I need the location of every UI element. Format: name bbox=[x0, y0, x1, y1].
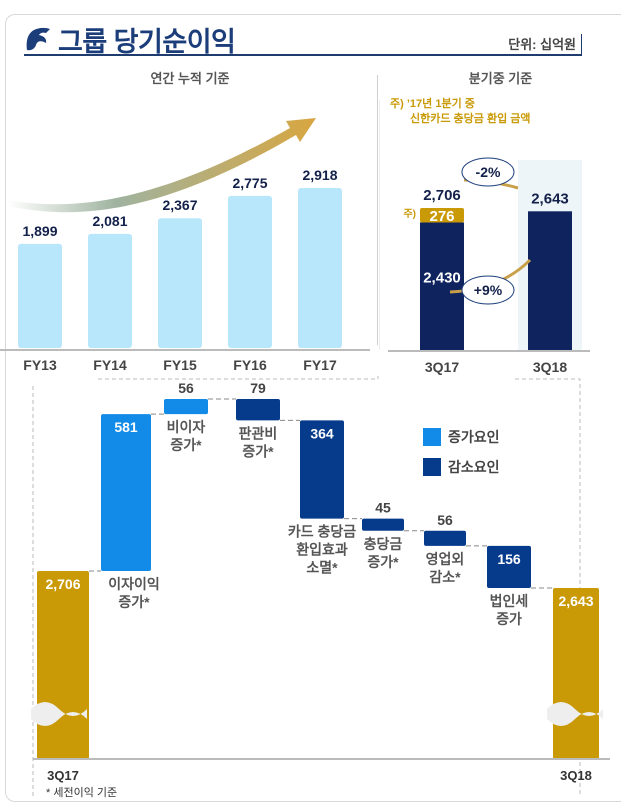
waterfall-step-label: 판관비 bbox=[239, 425, 278, 441]
annual-value-label: 2,918 bbox=[302, 167, 337, 183]
annual-value-label: 2,367 bbox=[162, 197, 197, 213]
waterfall-step-label: 충당금 bbox=[364, 536, 403, 552]
legend-label: 감소요인 bbox=[448, 459, 500, 475]
note-marker: 주) bbox=[403, 208, 416, 220]
waterfall-step-label: 증가 bbox=[496, 611, 522, 627]
annual-tick-label: FY15 bbox=[163, 357, 197, 373]
panel-card bbox=[5, 14, 621, 802]
waterfall-value-label: 79 bbox=[250, 380, 266, 396]
quarterly-chart-title: 분기중 기준 bbox=[468, 71, 533, 86]
waterfall-step-label: 카드 충당금 bbox=[288, 524, 356, 540]
annual-chart-title: 연간 누적 기준 bbox=[150, 71, 230, 86]
waterfall-bar-3 bbox=[236, 399, 280, 421]
annual-chart: 1,899 FY13 2,081 FY14 2,367 FY15 2,775 FY16 2,91… bbox=[0, 100, 380, 373]
unit-label: 단위: 십억원 bbox=[508, 37, 576, 52]
change-label: +9% bbox=[474, 282, 503, 298]
waterfall-bar-7 bbox=[487, 545, 531, 589]
waterfall-step-label: 영업외 bbox=[426, 551, 465, 567]
waterfall-value-label: 364 bbox=[310, 425, 334, 441]
quarterly-tick-label: 3Q17 bbox=[425, 359, 459, 375]
legend-label: 증가요인 bbox=[448, 429, 500, 445]
axis-break-icon bbox=[31, 702, 87, 726]
annual-tick-label: FY17 bbox=[303, 357, 337, 373]
unit-divider bbox=[581, 34, 582, 54]
page-title: 그룹 당기순이익 bbox=[58, 27, 236, 57]
quarterly-note: 주) ’17년 1분기 중 신한카드 충당금 환입 금액 bbox=[390, 97, 531, 127]
base-value-label: 2,430 bbox=[423, 269, 461, 286]
waterfall-chart: 2,7063Q17581이자이익증가*56비이자증가*79판관비증가*364카드… bbox=[31, 376, 610, 796]
waterfall-bar-6 bbox=[424, 530, 466, 546]
waterfall-step-label: 증가* bbox=[118, 594, 150, 610]
change-bubble bbox=[461, 275, 515, 305]
annual-tick-label: FY16 bbox=[233, 357, 267, 373]
annual-bar-FY17 bbox=[298, 188, 342, 348]
note-line2: 신한카드 충당금 환입 금액 bbox=[410, 113, 531, 125]
annual-bar-FY14 bbox=[88, 233, 132, 348]
waterfall-value-label: 156 bbox=[497, 551, 521, 567]
header: 그룹 당기순이익 단위: 십억원 bbox=[24, 20, 582, 57]
waterfall-step-label: 증가* bbox=[170, 437, 202, 453]
reversal-value-label: 276 bbox=[429, 208, 454, 225]
waterfall-bar-5 bbox=[362, 518, 404, 531]
waterfall-value-label: 2,706 bbox=[45, 576, 80, 592]
quarterly-bar-base-3Q18 bbox=[528, 211, 572, 350]
footnote: * 세전이익 기준 bbox=[46, 787, 118, 799]
axis-break-icon bbox=[547, 702, 603, 726]
quarterly-total-label: 2,643 bbox=[531, 190, 569, 207]
annual-value-label: 1,899 bbox=[22, 223, 57, 239]
waterfall-step-label: 소멸* bbox=[306, 560, 338, 576]
change-label: -2% bbox=[476, 164, 501, 180]
change-bubble bbox=[461, 157, 515, 187]
waterfall-bar-2 bbox=[164, 399, 208, 415]
waterfall-value-label: 45 bbox=[375, 500, 391, 516]
annual-value-label: 2,081 bbox=[92, 213, 127, 229]
shinhan-logo-icon bbox=[26, 27, 50, 51]
note-prefix: 주) bbox=[390, 98, 404, 110]
waterfall-bar-8 bbox=[553, 588, 599, 759]
trend-arrow bbox=[8, 118, 316, 213]
waterfall-tick-label: 3Q17 bbox=[47, 768, 79, 783]
waterfall-bar-4 bbox=[300, 420, 344, 519]
annual-bar-FY16 bbox=[228, 195, 272, 348]
waterfall-step-label: 감소* bbox=[429, 569, 461, 585]
note-line1: ’17년 1분기 중 bbox=[406, 98, 475, 110]
quarterly-bar-reversal-3Q17 bbox=[420, 208, 464, 223]
waterfall-value-label: 56 bbox=[178, 380, 194, 396]
waterfall-value-label: 581 bbox=[114, 419, 138, 435]
waterfall-value-label: 2,643 bbox=[558, 593, 593, 609]
annual-bar-FY13 bbox=[18, 243, 62, 348]
annual-tick-label: FY14 bbox=[93, 357, 127, 373]
quarterly-total-label: 2,706 bbox=[423, 187, 461, 204]
waterfall-step-label: 증가* bbox=[242, 443, 274, 459]
annual-value-label: 2,775 bbox=[232, 175, 267, 191]
waterfall-step-label: 이자이익 bbox=[108, 576, 160, 592]
waterfall-value-label: 56 bbox=[437, 512, 453, 528]
waterfall-step-label: 환입효과 bbox=[296, 542, 348, 558]
waterfall-bar-0 bbox=[37, 571, 89, 759]
waterfall-step-label: 증가* bbox=[367, 554, 399, 570]
annual-tick-label: FY13 bbox=[23, 357, 57, 373]
waterfall-step-label: 법인세 bbox=[490, 593, 529, 609]
legend-swatch bbox=[423, 428, 441, 446]
quarterly-tick-label: 3Q18 bbox=[533, 359, 567, 375]
quarterly-chart: 276 주) 2,430 2,706 3Q17 2,643 3Q18 -2% +9% bbox=[388, 157, 590, 375]
waterfall-bar-1 bbox=[101, 414, 151, 571]
annual-bar-FY15 bbox=[158, 218, 202, 348]
waterfall-tick-label: 3Q18 bbox=[560, 768, 592, 783]
waterfall-step-label: 비이자 bbox=[167, 419, 206, 435]
legend-swatch bbox=[423, 458, 441, 476]
quarterly-bar-base-3Q17 bbox=[420, 222, 464, 350]
chart-divider bbox=[377, 75, 378, 345]
